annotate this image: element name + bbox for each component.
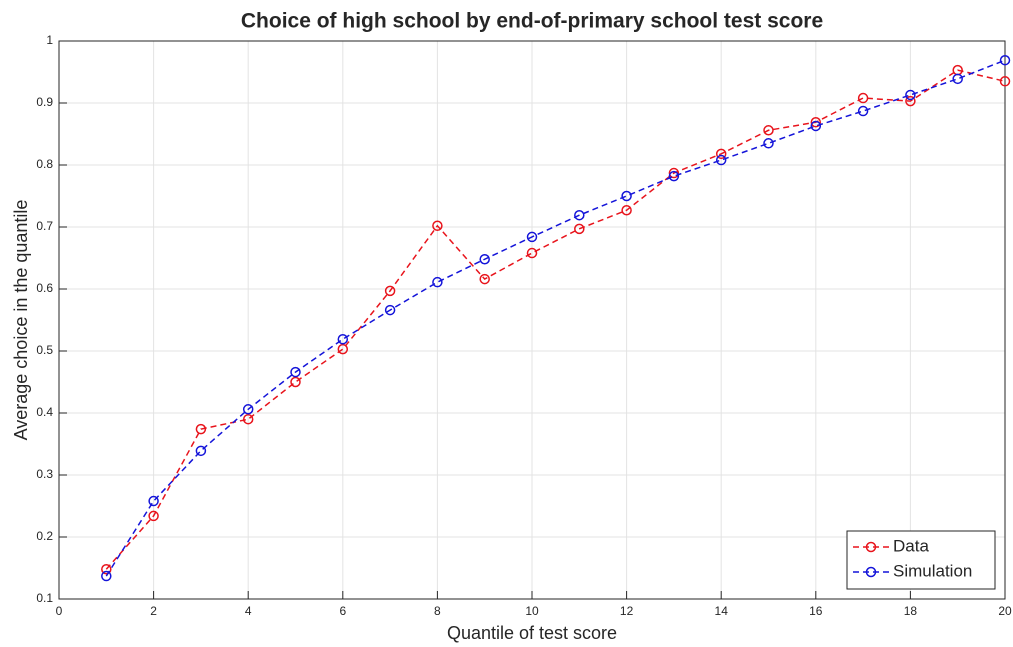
- y-tick-label: 0.1: [36, 591, 53, 605]
- x-axis-label: Quantile of test score: [447, 623, 617, 643]
- x-tick-label: 4: [245, 604, 252, 618]
- data-point: [668, 170, 680, 182]
- x-tick-label: 0: [56, 604, 63, 618]
- data-point: [526, 231, 538, 243]
- data-point: [101, 563, 112, 575]
- data-point: [905, 89, 916, 101]
- data-point: [857, 105, 869, 117]
- data-point: [384, 304, 396, 316]
- data-point: [763, 138, 774, 149]
- data-point: [905, 95, 916, 107]
- y-tick-label: 0.7: [36, 219, 53, 233]
- y-tick-label: 0.6: [36, 281, 53, 295]
- data-point: [195, 423, 207, 435]
- data-point: [242, 413, 254, 425]
- data-point: [290, 366, 301, 378]
- data-point: [432, 276, 443, 288]
- x-tick-label: 6: [339, 604, 346, 618]
- x-tick-label: 14: [715, 604, 729, 618]
- x-tick-label: 10: [525, 604, 539, 618]
- data-point: [195, 445, 207, 457]
- data-point: [999, 54, 1011, 66]
- data-point: [810, 116, 822, 128]
- x-tick-label: 8: [434, 604, 441, 618]
- data-point: [526, 247, 538, 259]
- data-point: [337, 333, 349, 345]
- x-tick-label: 18: [904, 604, 918, 618]
- legend-label: Simulation: [893, 561, 972, 580]
- data-point: [574, 223, 585, 235]
- data-point: [763, 125, 774, 136]
- legend-label: Data: [893, 536, 929, 555]
- data-point: [715, 148, 727, 160]
- legend-box: [846, 530, 996, 590]
- data-point: [810, 120, 822, 132]
- data-point: [574, 209, 585, 221]
- data-point: [242, 404, 254, 415]
- legend-marker: [865, 566, 877, 578]
- y-tick-label: 0.8: [36, 157, 53, 171]
- data-point: [479, 273, 490, 285]
- data-point: [715, 154, 727, 166]
- data-point: [148, 510, 159, 522]
- data-point: [432, 220, 443, 232]
- x-tick-label: 12: [620, 604, 634, 618]
- data-point: [621, 190, 632, 202]
- data-line: [105, 59, 1006, 577]
- data-point: [290, 376, 301, 388]
- y-tick-label: 0.5: [36, 343, 53, 357]
- data-line: [105, 69, 1006, 570]
- x-tick-label: 20: [998, 604, 1012, 618]
- y-tick-label: 0.4: [36, 405, 53, 419]
- data-point: [337, 343, 349, 355]
- legend-marker: [865, 541, 877, 553]
- legend: Data Simulation: [846, 530, 996, 590]
- data-point: [101, 570, 112, 582]
- chart-title: Choice of high school by end-of-primary …: [241, 10, 823, 33]
- data-point: [148, 495, 159, 507]
- x-tick-label: 16: [809, 604, 823, 618]
- y-tick-label: 0.9: [36, 95, 53, 109]
- y-tick-label: 0.2: [36, 529, 53, 543]
- data-point: [621, 205, 632, 216]
- data-point: [999, 76, 1011, 87]
- data-point: [857, 92, 869, 104]
- data-point: [952, 73, 963, 85]
- data-point: [479, 253, 490, 265]
- y-axis-label: Average choice in the quantile: [11, 200, 31, 441]
- data-point: [668, 167, 680, 179]
- plot-frame: [58, 40, 1006, 600]
- y-tick-label: 0.3: [36, 467, 53, 481]
- x-tick-label: 2: [150, 604, 157, 618]
- data-point: [384, 285, 396, 297]
- y-tick-label: 1: [46, 33, 53, 47]
